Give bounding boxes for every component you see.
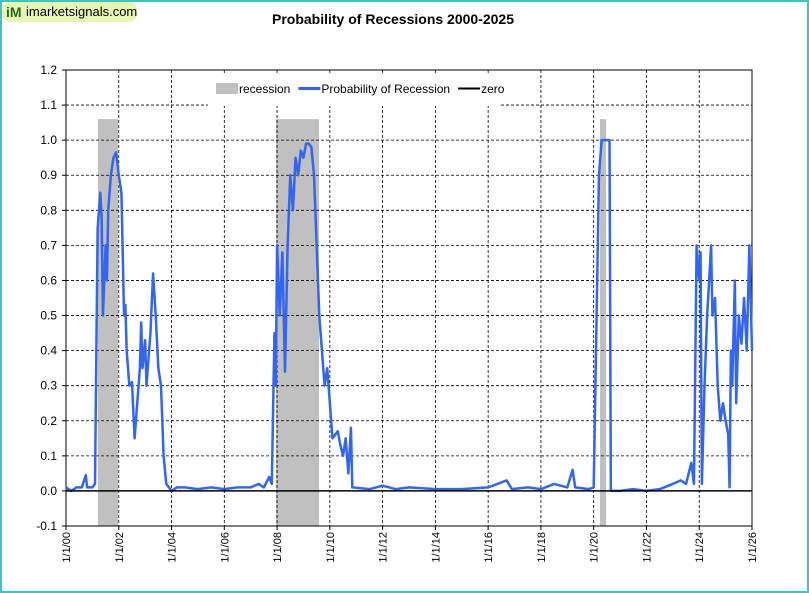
x-tick-label: 1/1/08 (272, 532, 284, 563)
y-tick-label: 0.6 (40, 273, 57, 287)
y-tick-label: 1.1 (40, 98, 57, 112)
y-tick-label: 1.2 (40, 63, 57, 77)
logo-bg (2, 2, 137, 22)
x-tick-label: 1/1/26 (747, 532, 759, 563)
x-tick-label: 1/1/00 (61, 532, 73, 563)
legend: recession Probability of Recession zero (208, 73, 505, 106)
series-line (65, 138, 754, 493)
x-tick-label: 1/1/16 (483, 532, 495, 563)
logo-site: imarketsignals.com (26, 4, 137, 19)
y-tick-label: 0.4 (40, 344, 57, 358)
recession-band (97, 119, 118, 526)
y-tick-label: -0.1 (36, 519, 57, 533)
legend-label: zero (481, 82, 505, 96)
x-tick-label: 1/1/22 (641, 532, 653, 563)
logo-mark: iM (6, 4, 22, 20)
chart-title: Probability of Recessions 2000-2025 (272, 11, 514, 27)
legend-label: Probability of Recession (321, 82, 450, 96)
legend-swatch (216, 83, 238, 94)
y-tick-label: 0.2 (40, 414, 57, 428)
y-tick-label: 0.8 (40, 203, 57, 217)
x-tick-label: 1/1/02 (114, 532, 126, 563)
legend-label: recession (239, 82, 290, 96)
y-tick-label: 1.0 (40, 133, 57, 147)
y-tick-label: 0.1 (40, 449, 57, 463)
y-tick-label: 0.0 (40, 484, 57, 498)
x-tick-label: 1/1/24 (694, 532, 706, 563)
recession-band (600, 119, 607, 526)
recession-band (276, 119, 320, 526)
x-tick-label: 1/1/12 (378, 532, 390, 563)
x-tick-label: 1/1/20 (589, 532, 601, 563)
x-tick-label: 1/1/06 (219, 532, 231, 563)
y-tick-label: 0.9 (40, 168, 57, 182)
x-tick-label: 1/1/10 (325, 532, 337, 563)
x-tick-label: 1/1/14 (430, 532, 442, 563)
y-tick-label: 0.5 (40, 309, 57, 323)
y-tick-label: 0.7 (40, 238, 57, 252)
plot-area (65, 69, 753, 527)
y-tick-label: 0.3 (40, 379, 57, 393)
x-tick-label: 1/1/04 (167, 532, 179, 563)
x-tick-label: 1/1/18 (536, 532, 548, 563)
legend-bg (208, 73, 500, 106)
